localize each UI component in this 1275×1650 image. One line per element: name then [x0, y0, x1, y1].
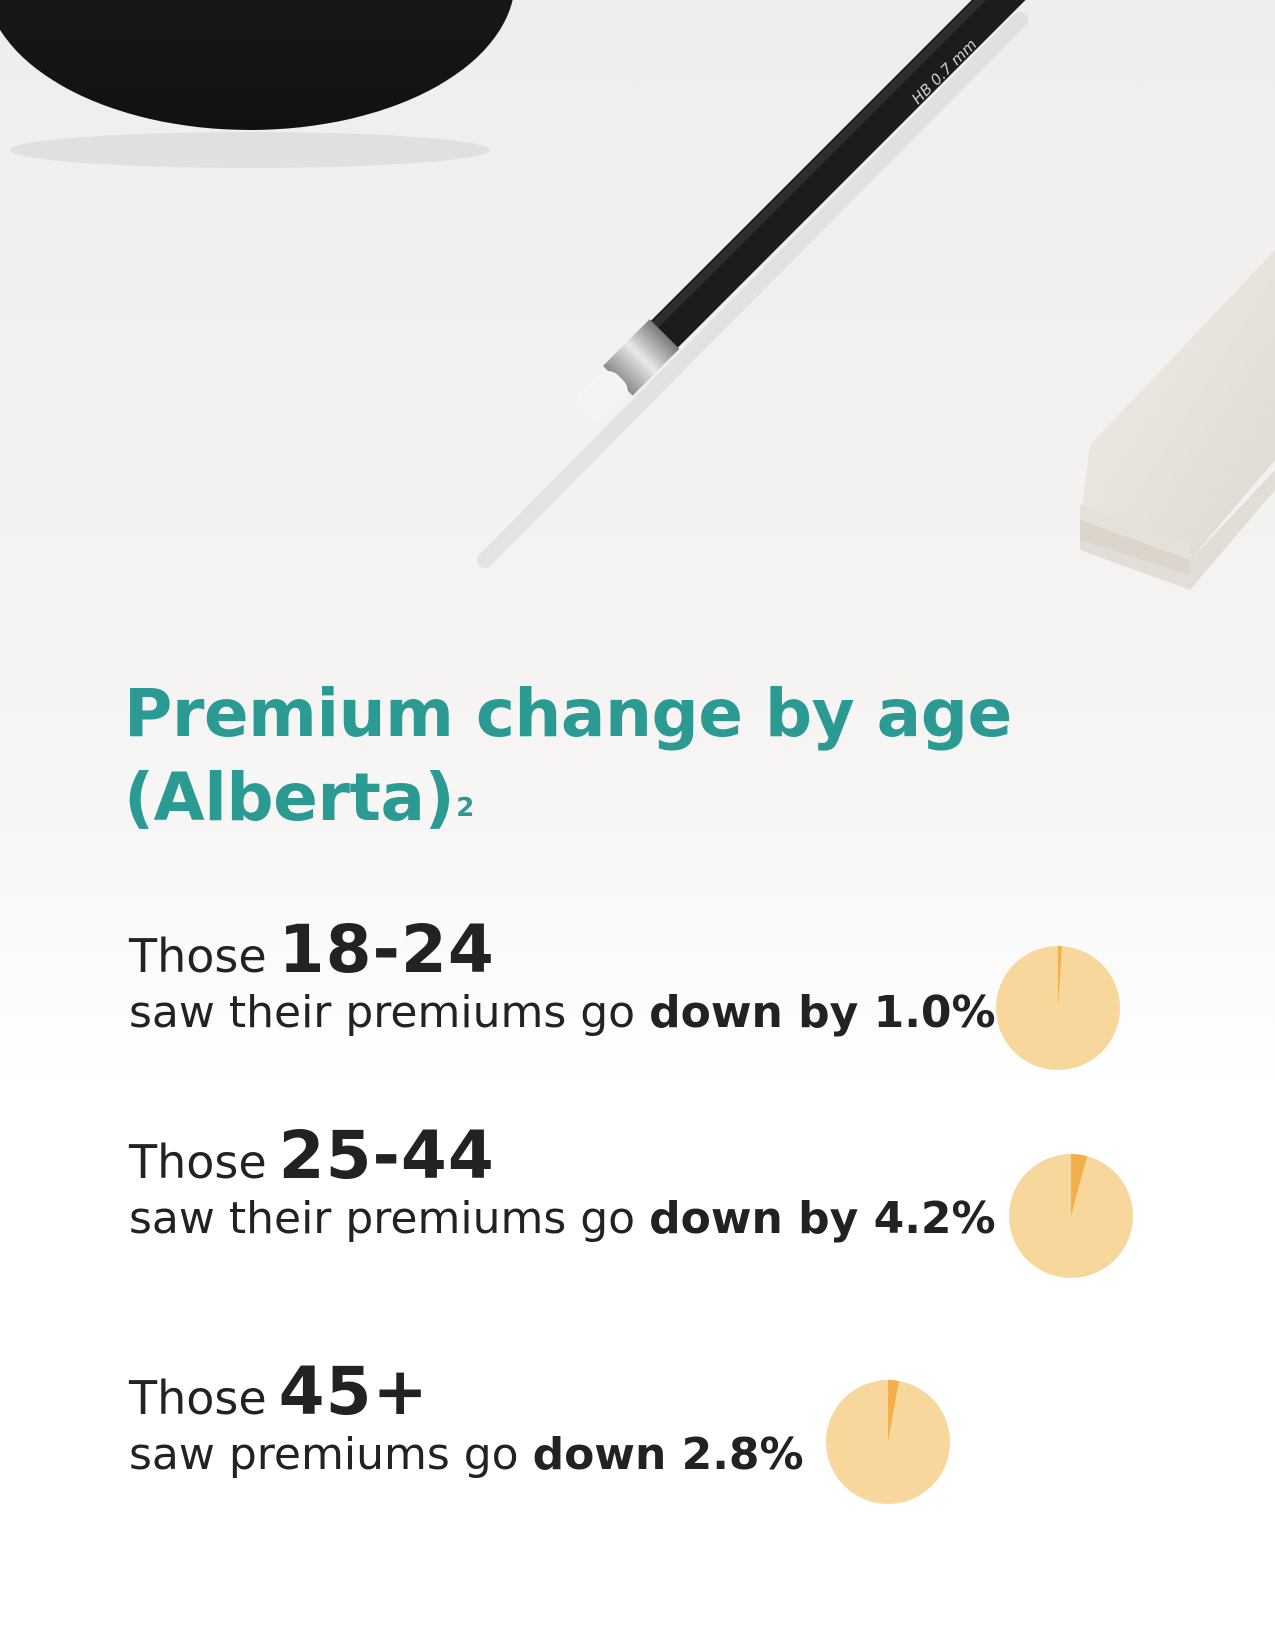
pie-slice-25-44 — [1071, 1154, 1088, 1216]
background-photo: HB 0.7 mm — [0, 0, 1275, 1090]
stat-text: saw their premiums go — [129, 987, 636, 1038]
pie-slice-18-24 — [1058, 946, 1062, 1008]
pie-chart-18-24 — [996, 946, 1120, 1070]
pie-slice-45-plus — [888, 1380, 899, 1442]
desk-photo-illustration: HB 0.7 mm — [0, 0, 1275, 590]
stat-change: down by 1.0% — [649, 987, 996, 1038]
title-main: Premium change by age — [124, 675, 1012, 752]
stat-prefix: Those — [129, 929, 267, 983]
stat-text: saw their premiums go — [129, 1193, 636, 1244]
pencil-shape — [575, 0, 1069, 423]
stat-text: saw premiums go — [129, 1429, 519, 1480]
pie-chart-25-44 — [1009, 1154, 1133, 1278]
black-cup-shape — [0, 0, 513, 130]
title-region: (Alberta) — [124, 759, 455, 836]
stat-18-24: Those 18-24 saw their premiums go down by… — [129, 917, 996, 1040]
age-range: 25-44 — [278, 1117, 495, 1194]
age-range: 45+ — [278, 1353, 429, 1430]
stat-25-44: Those 25-44 saw their premiums go down by… — [129, 1123, 996, 1246]
stat-45-plus: Those 45+ saw premiums go down 2.8% — [129, 1359, 804, 1482]
page-title: Premium change by age (Alberta)2 — [124, 672, 1124, 840]
stat-prefix: Those — [129, 1371, 267, 1425]
eraser-shape — [1080, 250, 1275, 590]
age-range: 18-24 — [278, 911, 495, 988]
stat-change: down by 4.2% — [649, 1193, 996, 1244]
pie-chart-45-plus — [826, 1380, 950, 1504]
stat-change: down 2.8% — [532, 1429, 804, 1480]
title-footnote: 2 — [456, 793, 474, 823]
stat-prefix: Those — [129, 1135, 267, 1189]
